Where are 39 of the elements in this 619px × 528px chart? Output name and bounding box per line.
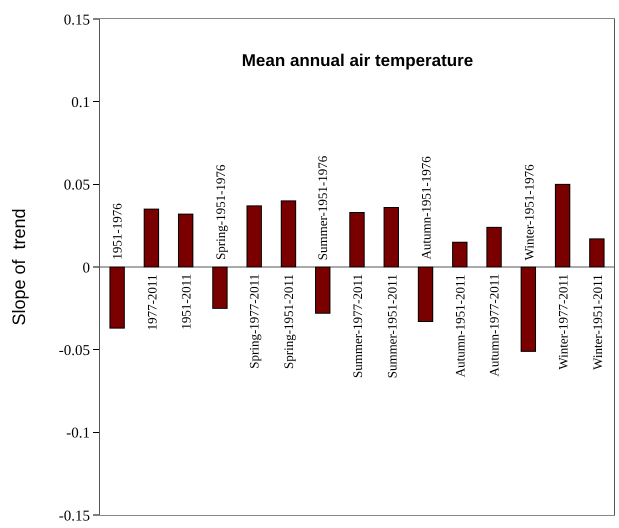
bar	[178, 214, 194, 268]
x-tick-label: Summer-1977-2011	[350, 274, 365, 378]
y-tick-label: 0.05	[64, 178, 90, 194]
x-tick-label: Winter-1977-2011	[556, 274, 571, 370]
x-tick-label: Autumn-1951-2011	[452, 274, 468, 378]
y-axis-title: Slope of trend	[8, 208, 29, 326]
bar	[520, 266, 536, 352]
y-tick-label: 0	[82, 260, 90, 276]
x-tick-label: 1951-1976	[110, 202, 125, 260]
bar	[349, 212, 365, 268]
bar	[246, 205, 262, 268]
bar	[109, 266, 125, 329]
x-tick-label: Spring-1951-1976	[212, 164, 228, 260]
bar	[486, 226, 502, 268]
bar	[280, 200, 296, 268]
x-tick-label: Autumn-1951-1976	[418, 156, 434, 260]
bar	[384, 206, 399, 268]
bar	[589, 238, 605, 268]
bar	[212, 266, 228, 309]
x-tick-label: Winter-1951-2011	[590, 274, 605, 370]
x-tick-label: 1977-2011	[144, 274, 160, 330]
bar	[554, 184, 570, 268]
x-tick-label: Autumn-1977-2011	[486, 274, 502, 377]
text: Mean annual air temperature	[242, 50, 474, 70]
x-tick-label: Spring-1977-2011	[246, 274, 262, 369]
y-tick-label: -0.15	[58, 508, 90, 524]
bar	[452, 242, 468, 268]
bar	[315, 266, 330, 314]
y-tick-label: -0.1	[66, 426, 90, 442]
x-tick-label: Summer-1951-2011	[384, 274, 400, 378]
bar	[144, 208, 160, 268]
y-tick-label: -0.05	[58, 342, 90, 359]
y-tick-label: 0.1	[71, 94, 90, 111]
bar	[418, 266, 434, 322]
x-tick-label: Summer-1951-1976	[315, 155, 330, 260]
x-tick-label: Spring-1951-2011	[280, 274, 296, 369]
y-tick-label: 0.15	[64, 12, 90, 28]
x-tick-label: 1951-2011	[178, 274, 194, 330]
x-tick-label: Winter-1951-1976	[521, 164, 536, 260]
